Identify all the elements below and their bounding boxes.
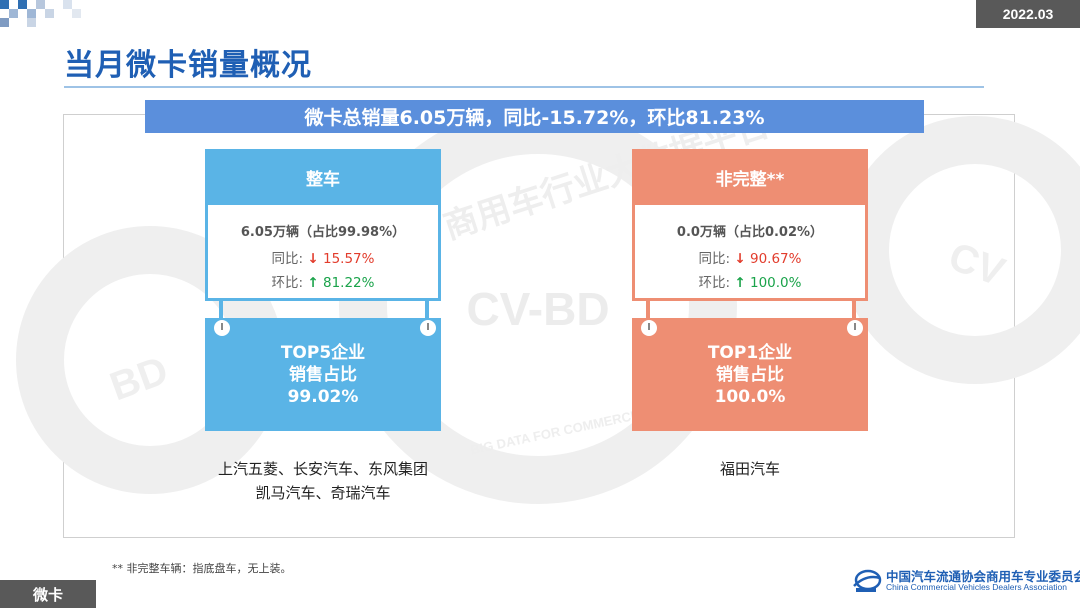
incomplete-sales-line: 0.0万辆（占比0.02%） [676, 225, 824, 240]
yoy-value: 90.67% [749, 251, 802, 267]
yoy-value: 15.57% [322, 251, 375, 267]
incomplete-card-header: 非完整** [632, 149, 868, 205]
down-arrow-icon: ↓ [307, 251, 319, 267]
up-arrow-icon: ↑ [734, 275, 746, 291]
title-divider [64, 86, 984, 88]
page-title: 当月微卡销量概况 [64, 48, 312, 83]
complete-top-share-box: TOP5企业 销售占比 99.02% [205, 318, 441, 431]
right-connector [852, 301, 856, 321]
association-emblem-icon [853, 569, 882, 592]
complete-sales-line: 6.05万辆（占比99.98%） [240, 225, 406, 240]
corner-checker-decoration [0, 0, 96, 40]
link-knob-icon [641, 320, 657, 336]
down-arrow-icon: ↓ [734, 251, 746, 267]
section-tag: 微卡 [0, 580, 96, 608]
mom-value: 81.22% [322, 275, 375, 291]
yoy-label: 同比: [698, 251, 731, 267]
complete-card-header: 整车 [205, 149, 441, 205]
top-subtitle: 销售占比 [289, 364, 357, 385]
top-share-value: 100.0% [714, 386, 786, 407]
summary-banner: 微卡总销量6.05万辆，同比-15.72%，环比81.23% [145, 100, 924, 133]
left-connector [219, 301, 223, 321]
complete-mom-row: 环比: ↑ 81.22% [208, 271, 438, 291]
mom-label: 环比: [271, 275, 304, 291]
complete-card-body: 6.05万辆（占比99.98%） 同比: ↓ 15.57% 环比: ↑ 81.2… [205, 205, 441, 301]
top-title: TOP1企业 [707, 342, 793, 363]
complete-companies-line-1: 上汽五菱、长安汽车、东风集团 [217, 460, 428, 478]
right-connector [425, 301, 429, 321]
mom-value: 100.0% [749, 275, 802, 291]
link-knob-icon [420, 320, 436, 336]
incomplete-companies-line-1: 福田汽车 [719, 460, 780, 478]
link-knob-icon [847, 320, 863, 336]
incomplete-mom-row: 环比: ↑ 100.0% [635, 271, 865, 291]
footnote: ** 非完整车辆：指底盘车，无上装。 [112, 562, 292, 575]
link-knob-icon [214, 320, 230, 336]
incomplete-card-body: 0.0万辆（占比0.02%） 同比: ↓ 90.67% 环比: ↑ 100.0% [632, 205, 868, 301]
left-connector [646, 301, 650, 321]
incomplete-yoy-row: 同比: ↓ 90.67% [635, 247, 865, 267]
top-share-value: 99.02% [287, 386, 359, 407]
up-arrow-icon: ↑ [307, 275, 319, 291]
incomplete-top-share-box: TOP1企业 销售占比 100.0% [632, 318, 868, 431]
top-title: TOP5企业 [280, 342, 366, 363]
org-name-en: China Commercial Vehicles Dealers Associ… [886, 582, 1067, 592]
org-name-cn: 中国汽车流通协会商用车专业委员会 [886, 569, 1080, 584]
yoy-label: 同比: [271, 251, 304, 267]
organization-logo: 中国汽车流通协会商用车专业委员会 China Commercial Vehicl… [852, 566, 1080, 594]
complete-companies-line-2: 凯马汽车、奇瑞汽车 [255, 484, 391, 502]
mom-label: 环比: [698, 275, 731, 291]
date-badge: 2022.03 [976, 0, 1080, 28]
complete-yoy-row: 同比: ↓ 15.57% [208, 247, 438, 267]
top-subtitle: 销售占比 [716, 364, 784, 385]
